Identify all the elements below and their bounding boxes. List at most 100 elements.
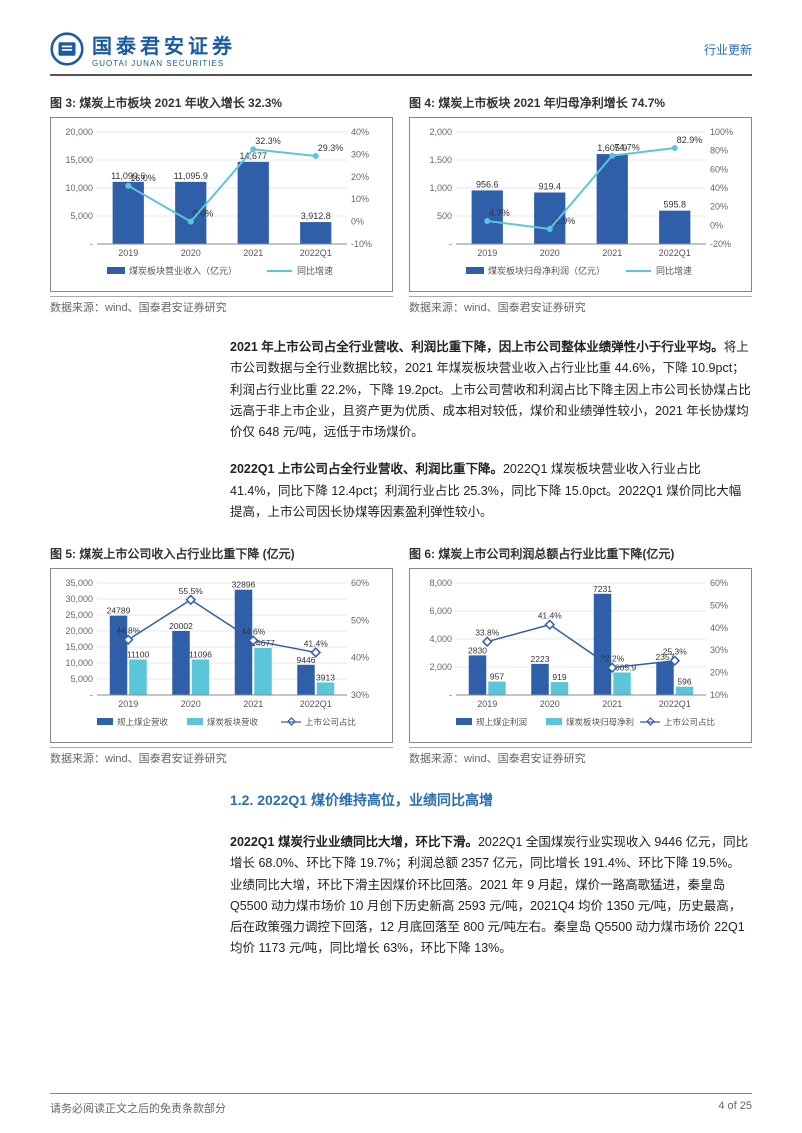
svg-text:60%: 60% [710,578,728,588]
svg-text:40%: 40% [351,653,369,663]
svg-text:同比增速: 同比增速 [297,265,333,276]
svg-text:33.8%: 33.8% [475,628,500,638]
svg-text:74.7%: 74.7% [614,143,640,153]
svg-text:20%: 20% [710,202,728,212]
svg-text:29.3%: 29.3% [318,143,344,153]
svg-text:7231: 7231 [593,584,612,594]
svg-text:2019: 2019 [118,248,138,258]
svg-text:40%: 40% [710,183,728,193]
svg-text:50%: 50% [351,615,369,625]
chart3-title: 图 3: 煤炭上市板块 2021 年收入增长 32.3% [50,94,393,111]
svg-text:11,095.9: 11,095.9 [174,171,208,181]
chart5: -5,00010,00015,00020,00025,00030,00035,0… [50,568,393,743]
logo-icon [50,32,84,66]
svg-text:919.4: 919.4 [538,182,561,192]
svg-text:40%: 40% [710,623,728,633]
svg-text:10,000: 10,000 [65,183,93,193]
svg-text:同比增速: 同比增速 [656,265,692,276]
logo: 国泰君安证券 GUOTAI JUNAN SECURITIES [50,30,236,68]
svg-text:30%: 30% [351,690,369,700]
svg-text:957: 957 [490,672,504,682]
svg-text:1,000: 1,000 [429,183,452,193]
svg-text:2020: 2020 [181,248,201,258]
svg-text:上市公司占比: 上市公司占比 [305,717,356,727]
svg-text:2022Q1: 2022Q1 [300,699,332,709]
svg-text:0%: 0% [710,220,723,230]
svg-text:2019: 2019 [118,699,138,709]
svg-text:2022Q1: 2022Q1 [300,248,332,258]
svg-text:2021: 2021 [602,248,622,258]
svg-text:2019: 2019 [477,699,497,709]
logo-text-cn: 国泰君安证券 [92,30,236,59]
svg-text:8,000: 8,000 [429,578,452,588]
svg-text:6,000: 6,000 [429,606,452,616]
chart4-title: 图 4: 煤炭上市板块 2021 年归母净利增长 74.7% [409,94,752,111]
svg-text:30,000: 30,000 [65,594,93,604]
svg-text:60%: 60% [710,164,728,174]
svg-text:2019: 2019 [477,248,497,258]
svg-text:10%: 10% [351,194,369,204]
svg-text:32.3%: 32.3% [255,136,281,146]
chart6: -2,0004,0006,0008,00010%20%30%40%50%60%2… [409,568,752,743]
svg-text:2021: 2021 [602,699,622,709]
page-footer: 请务必阅读正文之后的免责条款部分 4 of 25 [50,1093,752,1116]
footer-page-number: 4 of 25 [718,1100,752,1116]
svg-text:24789: 24789 [107,606,131,616]
svg-text:-: - [449,239,452,249]
svg-text:40%: 40% [351,127,369,137]
chart3: -5,00010,00015,00020,000-10%0%10%20%30%4… [50,117,393,292]
svg-text:2021: 2021 [243,248,263,258]
chart6-source: 数据来源：wind、国泰君安证券研究 [409,747,752,766]
svg-text:2021: 2021 [243,699,263,709]
chart4-source: 数据来源：wind、国泰君安证券研究 [409,296,752,315]
svg-text:规上煤企利润: 规上煤企利润 [476,717,527,727]
svg-text:30%: 30% [710,645,728,655]
svg-text:80%: 80% [710,146,728,156]
svg-text:20002: 20002 [169,621,193,631]
chart4: -5001,0001,5002,000-20%0%20%40%60%80%100… [409,117,752,292]
page-header: 国泰君安证券 GUOTAI JUNAN SECURITIES 行业更新 [50,30,752,76]
svg-text:4,000: 4,000 [429,634,452,644]
header-category: 行业更新 [704,41,752,58]
svg-text:25,000: 25,000 [65,610,93,620]
svg-text:20%: 20% [710,668,728,678]
svg-text:60%: 60% [351,578,369,588]
svg-text:-10%: -10% [351,239,372,249]
svg-text:595.8: 595.8 [663,200,686,210]
svg-text:32896: 32896 [232,580,256,590]
svg-text:4.7%: 4.7% [489,208,510,218]
chart6-title: 图 6: 煤炭上市公司利润总额占行业比重下降(亿元) [409,545,752,562]
svg-text:41.4%: 41.4% [538,611,563,621]
svg-text:煤炭板块归母净利: 煤炭板块归母净利 [566,717,634,727]
svg-text:9446: 9446 [297,655,316,665]
paragraph-2: 2022Q1 上市公司占全行业营收、利润比重下降。2022Q1 煤炭板块营业收入… [230,459,752,523]
section-1-2-heading: 1.2. 2022Q1 煤价维持高位，业绩同比高增 [230,790,752,810]
svg-text:2020: 2020 [540,248,560,258]
svg-text:20,000: 20,000 [65,127,93,137]
svg-text:500: 500 [437,211,452,221]
svg-text:10%: 10% [710,690,728,700]
svg-text:11100: 11100 [127,649,150,659]
svg-text:82.9%: 82.9% [677,135,703,145]
svg-text:2223: 2223 [531,654,550,664]
svg-text:55.5%: 55.5% [179,586,204,596]
svg-text:2830: 2830 [468,645,487,655]
svg-text:-: - [449,690,452,700]
svg-text:-20%: -20% [710,239,731,249]
svg-text:30%: 30% [351,149,369,159]
svg-text:2,000: 2,000 [429,127,452,137]
svg-text:规上煤企营收: 规上煤企营收 [117,717,169,727]
svg-text:上市公司占比: 上市公司占比 [664,717,715,727]
svg-text:15,000: 15,000 [65,642,93,652]
paragraph-1: 2021 年上市公司占全行业营收、利润比重下降，因上市公司整体业绩弹性小于行业平… [230,337,752,443]
svg-text:5,000: 5,000 [70,674,93,684]
svg-text:0%: 0% [351,217,364,227]
svg-text:956.6: 956.6 [476,179,499,189]
svg-text:35,000: 35,000 [65,578,93,588]
svg-text:10,000: 10,000 [65,658,93,668]
svg-text:20%: 20% [351,172,369,182]
paragraph-3: 2022Q1 煤炭行业业绩同比大增，环比下滑。2022Q1 全国煤炭行业实现收入… [230,832,752,960]
svg-text:2020: 2020 [540,699,560,709]
svg-text:2022Q1: 2022Q1 [659,248,691,258]
svg-text:2022Q1: 2022Q1 [659,699,691,709]
